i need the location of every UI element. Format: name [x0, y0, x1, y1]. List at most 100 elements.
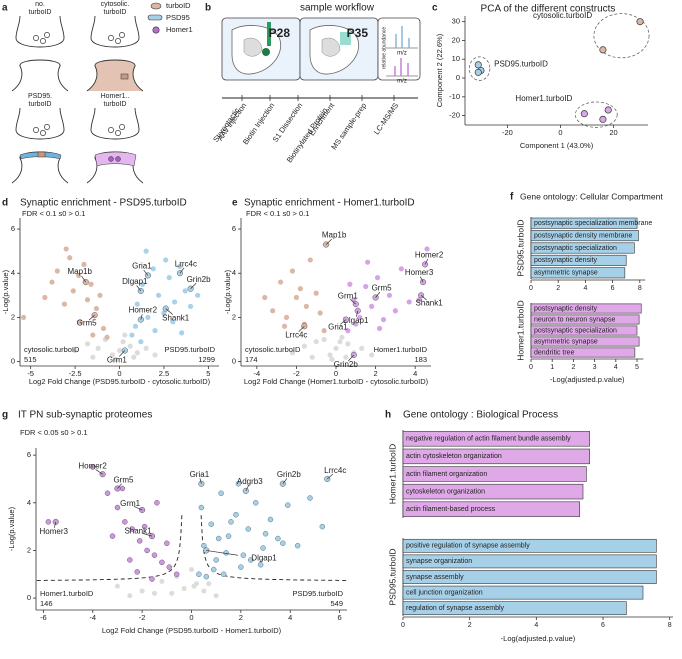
- group-label: PSD95.turboID: [387, 548, 397, 605]
- point: [90, 354, 96, 360]
- group-label: cytosolic.turboID: [533, 11, 592, 20]
- bar: [530, 230, 639, 242]
- point: [604, 106, 612, 114]
- construct-label: cytosolic.: [101, 1, 130, 8]
- point: [262, 294, 268, 301]
- point: [283, 314, 290, 321]
- x-tick-label: 0: [558, 128, 562, 137]
- workflow-title: sample workflow: [300, 3, 375, 14]
- point: [81, 261, 87, 267]
- y-tick-label: -10: [449, 92, 460, 101]
- point: [220, 571, 227, 578]
- group-label: cytosolic.turboID: [24, 345, 80, 354]
- x-tick-label: 2: [556, 285, 560, 292]
- annotation-leader: [424, 258, 429, 265]
- point: [61, 301, 68, 307]
- annotation-leader: [340, 319, 347, 325]
- point: [233, 511, 239, 518]
- bar: [402, 501, 580, 517]
- annotation-leader: [298, 325, 305, 332]
- point: [213, 557, 219, 563]
- chart-title: PCA of the different constructs: [481, 4, 616, 15]
- point: [235, 480, 242, 487]
- point: [189, 567, 194, 572]
- panel-letter: c: [432, 3, 438, 14]
- annotation-leader: [419, 276, 424, 283]
- point: [252, 500, 259, 506]
- workflow: [221, 17, 421, 99]
- bar-label: cytoskeleton organization: [406, 488, 485, 495]
- annotation-leader: [54, 521, 57, 528]
- bar-label: asymmetric synapse: [534, 338, 598, 345]
- panel-letter: g: [2, 410, 8, 421]
- y-tick-label: 4: [232, 268, 236, 277]
- group-label: Homer1.turboID: [515, 300, 525, 360]
- point: [201, 542, 207, 549]
- bar-label: regulation of synapse assembly: [406, 605, 505, 612]
- point: [247, 557, 254, 563]
- gene-label: Lrrc4c: [175, 259, 197, 268]
- chart-subtitle: FDR < 0.1 s0 > 0.1: [246, 209, 309, 218]
- point: [127, 557, 133, 563]
- panel-letter: a: [2, 3, 8, 14]
- x-tick-label: 4: [614, 364, 618, 371]
- y-tick-label: 2: [11, 312, 15, 321]
- gene-label: Grm1: [120, 499, 141, 508]
- point: [76, 272, 82, 279]
- point: [166, 564, 173, 570]
- annotation-leader: [206, 550, 238, 556]
- point: [329, 356, 335, 362]
- point: [90, 464, 96, 470]
- x-tick-label: 8: [638, 285, 642, 292]
- panel-letter: b: [205, 3, 211, 14]
- point: [337, 339, 343, 345]
- age: P35: [347, 26, 369, 40]
- point: [228, 519, 234, 525]
- legend-label: Homer1: [166, 25, 193, 34]
- bar: [530, 314, 640, 325]
- point: [636, 18, 644, 26]
- annotation-leader: [81, 275, 87, 283]
- x-tick-label: -4: [253, 369, 260, 378]
- y-tick-label: 10: [452, 54, 460, 63]
- x-axis-title: -Log(adjusted.p.value): [550, 375, 625, 384]
- point: [151, 552, 158, 558]
- x-tick-label: 3: [593, 364, 597, 371]
- x-tick-label: 4: [413, 369, 417, 378]
- x-tick-label: 6: [611, 285, 615, 292]
- gene-label: Grin2b: [334, 360, 359, 369]
- group-ellipse: [593, 13, 650, 59]
- point: [376, 325, 383, 332]
- point: [313, 290, 319, 296]
- y-tick-label: 4: [11, 268, 15, 277]
- gene-label: Lrrc4c: [324, 466, 346, 475]
- point: [191, 583, 197, 589]
- gene-label: Homer3: [40, 527, 69, 536]
- bar: [530, 347, 636, 358]
- point: [317, 310, 323, 316]
- group-count: 515: [24, 355, 37, 364]
- gene-label: Homer2: [78, 461, 107, 470]
- x-tick-label: 0: [401, 622, 405, 629]
- gene-label: Shank1: [416, 298, 444, 307]
- annotation-leader: [245, 485, 249, 492]
- bar-label: postsynaptic density: [534, 257, 598, 264]
- annotation-leader: [133, 506, 143, 511]
- point: [201, 588, 207, 594]
- point: [134, 301, 140, 307]
- point: [45, 519, 52, 525]
- point: [139, 588, 145, 594]
- gene-label: Gria1: [132, 262, 152, 271]
- point: [134, 350, 140, 356]
- construct-label: turboID: [104, 101, 127, 108]
- gene-label: Map1b: [68, 267, 93, 276]
- point: [134, 569, 140, 575]
- point: [139, 281, 146, 287]
- x-tick-label: 6: [338, 613, 342, 622]
- threshold-curve: [36, 515, 183, 581]
- point: [474, 68, 482, 76]
- point: [223, 550, 229, 556]
- gene-label: Adgrb3: [237, 477, 263, 486]
- annotation-leader: [118, 350, 126, 357]
- point: [122, 332, 128, 338]
